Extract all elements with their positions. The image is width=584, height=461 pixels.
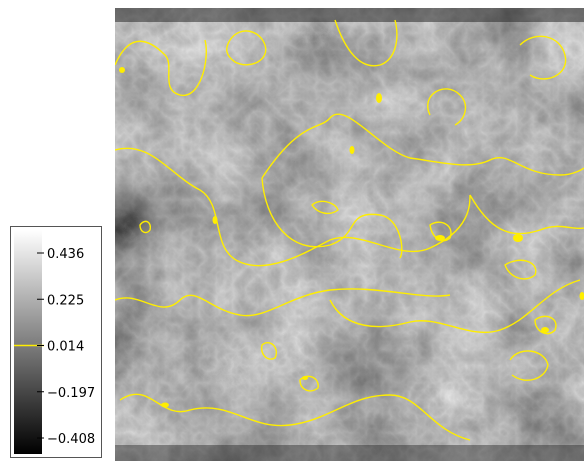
colorbar-tick-label: 0.436 [47,247,84,262]
contour-line [299,375,319,392]
bottom-edge-band [115,445,584,461]
contour-lines [115,19,584,441]
contour-blob [376,93,382,103]
contour-blob [161,402,169,408]
contour-line [329,279,581,334]
contour-line [261,113,584,179]
contour-line [139,220,152,234]
colorbar-tick-label: 0.014 [47,340,84,355]
contour-blob [119,67,125,73]
top-edge-band [115,8,584,22]
contour-line [260,341,277,360]
contour-blob [435,235,445,241]
colorbar-tick-label: 0.225 [47,293,84,308]
contour-blob [579,292,584,300]
colorbar-tick-label: −0.197 [47,386,95,401]
contour-line [226,30,267,66]
contour-line [311,200,339,215]
contour-line [534,315,557,335]
contour-line [334,19,398,67]
contour-line [261,177,403,259]
contour-line [119,393,471,441]
contour-line [519,35,567,80]
colorbar: 0.436 0.225 0.014 −0.197 −0.408 [10,226,102,458]
colorbar-tick-label: −0.408 [47,432,95,447]
contour-blob [212,216,218,224]
contour-blob [349,146,355,154]
contour-line [509,350,549,381]
contour-line [115,147,471,267]
contour-line [427,88,467,126]
contour-line [504,259,537,280]
contour-line [115,288,451,317]
heatmap-fine-structure [115,8,584,461]
contour-line [429,221,452,242]
contour-blob [541,327,549,333]
contour-blobs [119,67,584,408]
contour-line [469,194,584,235]
colorbar-gradient [14,230,42,454]
contour-blob [513,234,523,242]
heatmap-area [115,8,584,461]
contour-blob [302,376,308,380]
contour-line [115,39,207,96]
